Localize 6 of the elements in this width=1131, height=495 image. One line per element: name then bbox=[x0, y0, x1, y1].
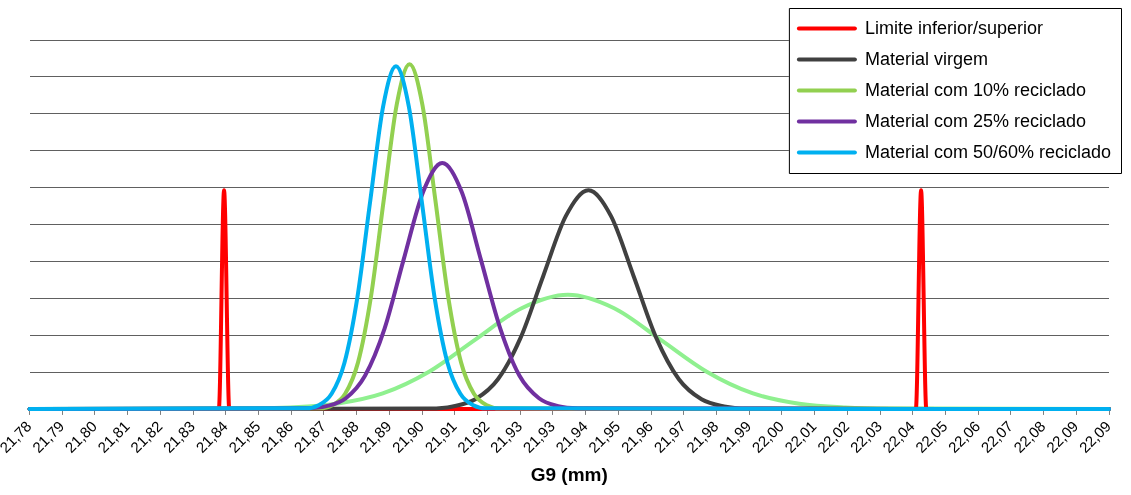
legend-label: Material virgem bbox=[864, 49, 988, 70]
x-axis-title: G9 (mm) bbox=[530, 463, 608, 485]
legend-label: Material com 25% reciclado bbox=[864, 111, 1086, 132]
legend-label: Material com 50/60% reciclado bbox=[864, 142, 1112, 163]
legend-label: Limite inferior/superior bbox=[864, 18, 1043, 39]
legend-label: Material com 10% reciclado bbox=[864, 80, 1086, 101]
